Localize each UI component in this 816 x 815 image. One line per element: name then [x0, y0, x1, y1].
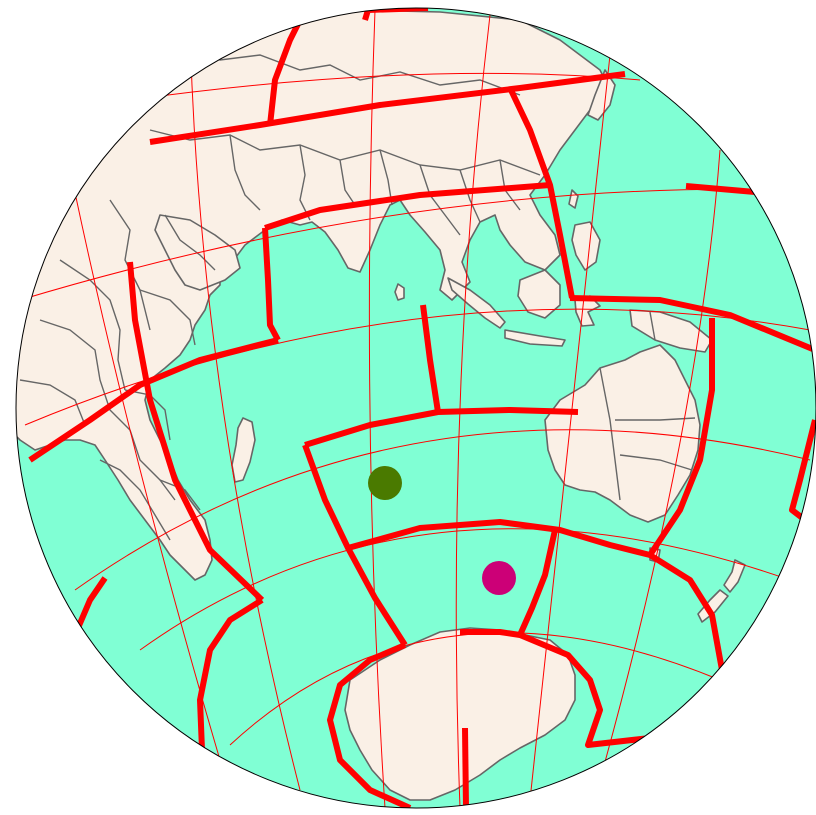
graticule-parallel	[129, 72, 641, 101]
land-indonesia-java	[504, 329, 566, 347]
plate-boundary-south-east	[518, 632, 651, 748]
land-borneo	[517, 269, 561, 319]
border-line	[124, 389, 171, 441]
border-line	[19, 379, 86, 426]
land-madagascar	[231, 417, 256, 483]
border-line	[615, 417, 696, 421]
plate-boundary-north	[149, 71, 626, 145]
magenta-marker[interactable]	[482, 561, 516, 595]
border-line	[164, 214, 216, 271]
plate-boundary-east-australia	[647, 318, 715, 557]
land-sri-lanka	[394, 283, 405, 301]
plate-boundary-central	[264, 182, 551, 231]
plate-boundary-africa-west	[127, 261, 265, 603]
green-marker[interactable]	[368, 466, 402, 500]
border-line	[179, 39, 521, 96]
plate-boundary-ridge-north	[420, 304, 441, 413]
border-line	[129, 429, 176, 501]
border-line	[619, 454, 693, 471]
graticule-parallel	[74, 429, 811, 591]
border-line	[99, 459, 171, 541]
plate-boundary-southwest	[75, 576, 108, 630]
border-line	[459, 169, 481, 223]
plate-boundary-se-ridge	[347, 519, 651, 558]
land-indonesia-sumatra	[447, 277, 506, 329]
plate-boundary-se-outer	[648, 552, 725, 671]
graticule-parallel	[229, 632, 721, 746]
land-australia	[544, 344, 701, 523]
plate-boundary-ridge-mid	[304, 407, 579, 448]
border-line	[159, 479, 201, 511]
border-line	[39, 319, 131, 431]
land-new-zealand-south	[697, 589, 729, 623]
plate-boundary-ne	[685, 183, 756, 195]
border-line	[299, 144, 311, 221]
land-layer	[16, 8, 746, 801]
graticule-meridian	[599, 149, 721, 781]
graticule-parallel	[19, 188, 791, 301]
land-japan	[587, 69, 616, 121]
land-new-guinea	[629, 309, 713, 353]
plate-boundary-sw-arc	[197, 597, 264, 751]
border-line	[109, 199, 151, 331]
plate-boundary-south-meridian	[462, 727, 469, 808]
plate-boundary-arabia	[28, 337, 279, 463]
graticule-meridian	[59, 119, 221, 761]
border-line	[139, 289, 196, 346]
graticule-meridian	[529, 54, 611, 801]
plate-boundary-antarctic-top	[460, 629, 521, 638]
border-line	[419, 164, 461, 236]
border-line	[649, 311, 656, 341]
border-line	[229, 134, 261, 211]
land-antarctica	[344, 627, 576, 801]
border-line	[599, 367, 621, 501]
globe-outline	[15, 7, 816, 809]
border-line	[59, 259, 126, 391]
graticule-meridian	[368, 9, 386, 808]
border-line	[339, 159, 356, 206]
plate-boundary-antarctic-ring	[327, 642, 412, 808]
graticule-meridian	[455, 14, 491, 808]
plate-boundaries	[28, 8, 816, 808]
plate-boundary-west-india	[262, 227, 281, 342]
graticule-parallel	[139, 528, 791, 651]
plate-boundary-pacific	[569, 295, 816, 353]
plate-boundary-se-vertical	[517, 529, 558, 637]
plate-boundary-east-edge	[789, 419, 816, 523]
plate-boundary-north-vertical	[267, 18, 303, 126]
markers	[368, 466, 516, 595]
